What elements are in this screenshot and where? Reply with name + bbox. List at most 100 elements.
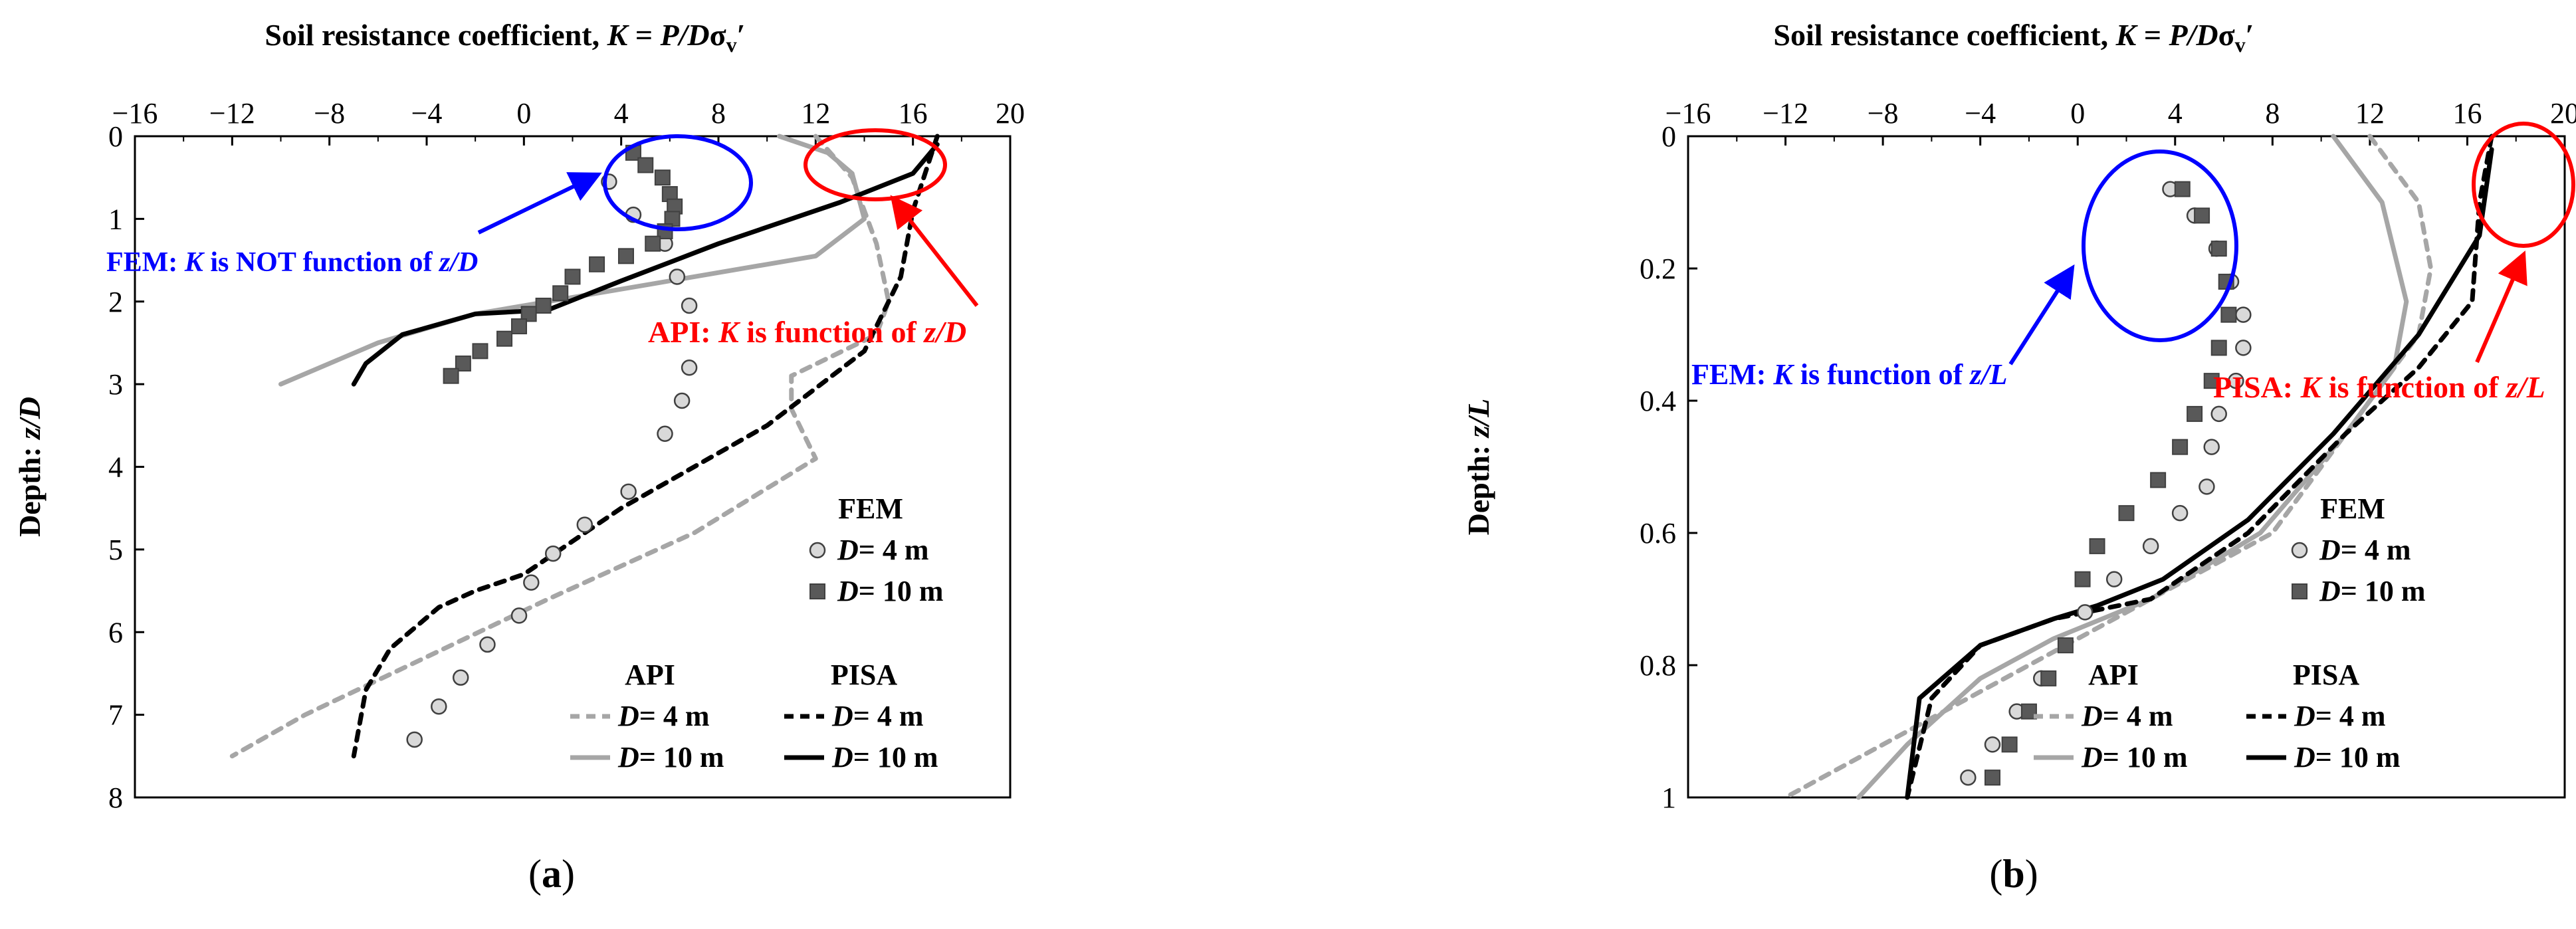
x-tick-label: −8 — [314, 97, 345, 130]
api-d4-line — [229, 134, 891, 759]
annotation-part: FEM: — [106, 247, 185, 278]
annotation-arrow — [477, 172, 602, 235]
legend-text: = 10 m — [853, 741, 938, 774]
fem-d10-point — [511, 318, 528, 335]
y-tick-label: 0.2 — [1640, 253, 1676, 285]
x-tick-label: 8 — [2265, 97, 2280, 130]
legend-italic: D — [2294, 741, 2315, 774]
legend-italic: D — [2081, 700, 2103, 732]
legend-fem-d4-marker — [809, 542, 826, 559]
legend-fem-d10-marker — [2292, 583, 2308, 599]
legend-pisa-entry: D= 4 m — [831, 700, 924, 732]
pisa-highlight-ellipse — [2472, 122, 2575, 248]
annotation-text: PISA: K is function of z/L — [2213, 370, 2545, 404]
legend-pisa-title: PISA — [831, 659, 897, 691]
x-title-subscript: v — [2235, 33, 2246, 56]
x-tick-label: 0 — [516, 97, 531, 130]
fem-d4-point — [2105, 571, 2123, 587]
legend-fem-d4-marker — [2291, 542, 2308, 559]
fem-d4-point — [2235, 306, 2252, 323]
legend-api-entry: D= 4 m — [617, 700, 710, 732]
annotation-italic: K — [184, 247, 205, 278]
y-tick-label: 0 — [1662, 120, 1676, 153]
x-tick-label: −16 — [1665, 97, 1711, 130]
y-tick-label: 0 — [108, 120, 123, 153]
fem-d4-point — [544, 545, 562, 562]
x-tick-label: 16 — [2452, 97, 2482, 130]
legend-api-entry: D= 10 m — [2081, 741, 2188, 774]
x-tick-label: −12 — [1763, 97, 1808, 130]
fem-d10-point — [2118, 505, 2135, 522]
fem-d4-point — [523, 574, 540, 591]
legend-pisa-title: PISA — [2293, 659, 2359, 691]
x-tick-label: 8 — [711, 97, 726, 130]
annotation-arrow — [2475, 250, 2527, 363]
panel-label: (a) — [528, 852, 575, 896]
annotation-part: API: — [648, 315, 718, 349]
legend-text: = 4 m — [2103, 700, 2173, 732]
fem-d10-point — [2001, 736, 2018, 753]
legend-italic: D — [617, 741, 639, 774]
x-tick-label: 0 — [2070, 97, 2085, 130]
pisa-d10-line — [351, 142, 940, 387]
pisa-d10-line — [1905, 147, 2494, 800]
legend-italic: D — [2319, 575, 2341, 607]
x-tick-label: 20 — [2550, 97, 2576, 130]
annotation-italic: K — [2300, 370, 2323, 404]
legend-api-title: API — [2088, 659, 2139, 691]
fem-d10-point — [535, 297, 552, 314]
fem-d10-point — [2150, 472, 2167, 488]
x-title-italic: P/D — [2169, 18, 2218, 52]
x-tick-label: 4 — [614, 97, 629, 130]
legend-italic: D — [837, 575, 859, 607]
x-tick-label: −16 — [112, 97, 158, 130]
fem-d4-point — [681, 360, 698, 376]
fem-d10-point — [455, 356, 471, 372]
y-title-text: Depth: — [1461, 437, 1495, 535]
fem-d4-point — [673, 392, 691, 409]
legend-fem-title: FEM — [838, 492, 903, 525]
annotation-part: PISA: — [2213, 370, 2301, 404]
api-d10-line — [1856, 134, 2409, 800]
annotation-part: FEM: — [1691, 358, 1773, 391]
fem-d10-point — [472, 343, 488, 360]
legend-italic: D — [617, 700, 639, 732]
x-tick-label: −8 — [1868, 97, 1899, 130]
api-highlight-ellipse — [804, 128, 947, 201]
fem-d10-point — [589, 256, 605, 272]
y-tick-label: 8 — [108, 781, 123, 814]
panel-label-paren: ) — [2025, 852, 2038, 896]
y-tick-label: 1 — [108, 203, 123, 235]
fem-d10-point — [637, 157, 654, 173]
annotation-part: is function of — [2321, 370, 2506, 404]
x-tick-label: 20 — [996, 97, 1025, 130]
legend-text: = 10 m — [859, 575, 944, 607]
x-title-text: = — [2136, 18, 2169, 52]
y-title-text: Depth: — [13, 439, 47, 537]
y-axis-title: Depth: z/D — [13, 397, 47, 537]
legend-text: = 4 m — [2341, 534, 2411, 566]
api-d4-line — [1783, 134, 2433, 800]
fem-d10-point — [496, 330, 513, 347]
plot-frame — [134, 135, 1012, 799]
fem-d4-point — [2235, 340, 2252, 356]
x-title-subscript: v — [726, 33, 737, 56]
fem-d10-point — [2089, 538, 2105, 554]
fem-d4-point — [406, 731, 423, 748]
panel-label-paren: ( — [528, 852, 542, 896]
fem-d4-point — [2142, 538, 2159, 555]
legend-api-title: API — [625, 659, 675, 691]
legend-fem-title: FEM — [2320, 492, 2385, 525]
fem-d4-point — [2199, 478, 2215, 495]
legend-text: = 10 m — [2103, 741, 2188, 774]
legend-text: = 10 m — [2315, 741, 2401, 774]
x-title-text: = — [627, 18, 660, 52]
fem-d4-point — [431, 698, 447, 715]
annotation-text: API: K is function of z/D — [648, 315, 966, 349]
fem-d4-point — [2076, 604, 2093, 621]
legend-text: = 4 m — [639, 700, 710, 732]
fem-d10-point — [2220, 306, 2237, 323]
annotation-italic: K — [718, 315, 741, 349]
fem-d10-point — [2172, 439, 2189, 455]
